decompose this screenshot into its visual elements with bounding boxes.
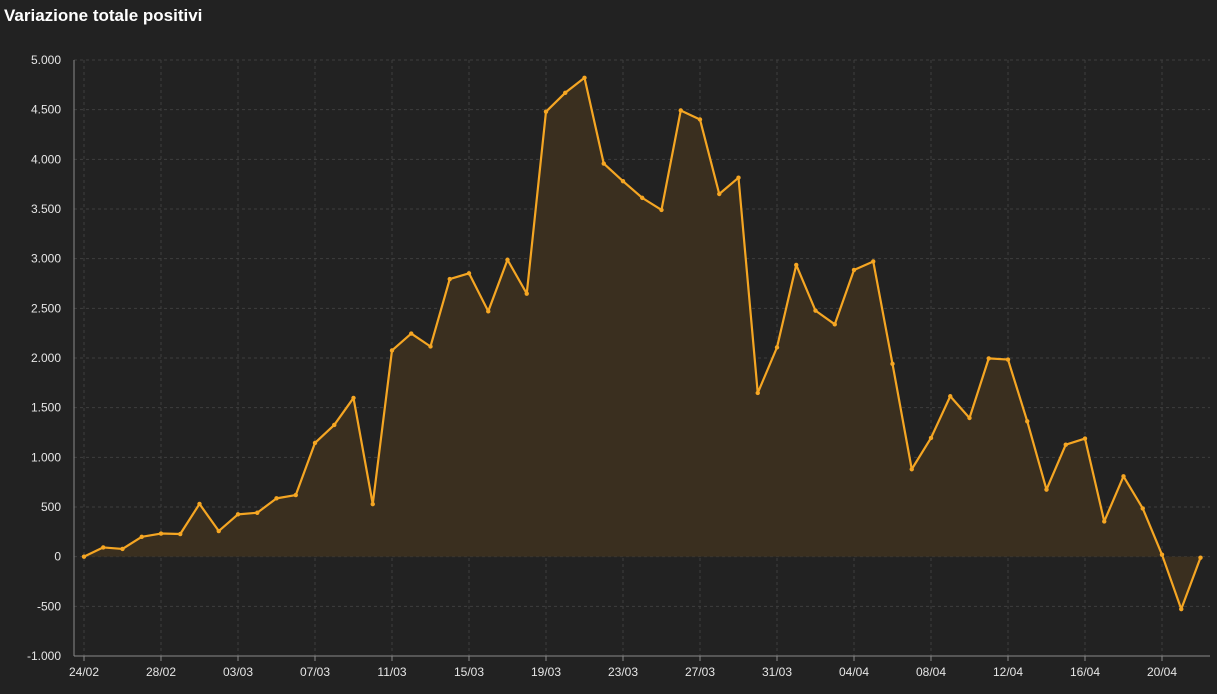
data-point: [1179, 606, 1184, 612]
y-tick-label: -1.000: [27, 649, 61, 663]
data-point: [678, 108, 683, 113]
y-tick-label: 1.500: [31, 401, 61, 415]
data-point: [1082, 436, 1088, 441]
data-point: [255, 510, 260, 515]
data-point: [389, 348, 395, 353]
y-tick-label: 2.000: [31, 351, 61, 365]
y-tick-label: 5.000: [31, 53, 61, 67]
data-point: [351, 395, 356, 401]
data-point: [1102, 519, 1107, 524]
data-point: [582, 75, 587, 80]
x-tick-label: 03/03: [223, 665, 253, 679]
x-tick-label: 23/03: [608, 665, 638, 679]
data-point: [486, 309, 491, 314]
y-tick-label: 4.500: [31, 103, 61, 117]
y-tick-label: 4.000: [31, 152, 61, 166]
data-point: [81, 554, 87, 559]
y-tick-label: 3.500: [31, 202, 61, 216]
data-point: [794, 262, 799, 268]
data-point: [851, 267, 857, 273]
data-point: [1121, 474, 1126, 479]
data-point: [139, 534, 144, 539]
x-tick-label: 28/02: [146, 665, 176, 679]
data-point: [1159, 552, 1165, 557]
data-point: [428, 344, 433, 349]
data-point: [736, 175, 741, 180]
y-tick-label: 1.000: [31, 450, 61, 464]
x-tick-label: 07/03: [300, 665, 330, 679]
x-tick-label: 31/03: [762, 665, 792, 679]
data-point: [505, 257, 510, 262]
data-point: [563, 90, 568, 95]
y-tick-label: -500: [37, 599, 61, 613]
x-tick-label: 15/03: [454, 665, 484, 679]
x-tick-labels: 24/02 28/02 03/03 07/03 11/03 15/03 19/03 23/03…: [69, 656, 1177, 679]
data-point: [312, 440, 318, 446]
data-point: [948, 394, 953, 399]
data-point: [601, 161, 606, 166]
data-points: [81, 75, 1203, 612]
data-point: [543, 109, 549, 114]
data-point: [909, 467, 914, 472]
data-point: [1198, 555, 1203, 560]
data-point: [447, 276, 452, 282]
y-tick-label: 3.000: [31, 252, 61, 266]
data-point: [101, 545, 106, 550]
data-point: [293, 492, 298, 498]
data-point: [774, 345, 780, 350]
x-tick-label: 04/04: [839, 665, 869, 679]
y-tick-label: 0: [54, 550, 61, 564]
data-point: [274, 496, 279, 501]
series-area: [84, 77, 1201, 610]
data-point: [1063, 442, 1068, 447]
y-tick-label: 2.500: [31, 301, 61, 315]
data-point: [871, 259, 876, 264]
data-point: [755, 390, 760, 396]
data-point: [620, 178, 626, 184]
data-point: [332, 422, 337, 428]
data-point: [1005, 357, 1011, 362]
data-point: [890, 361, 895, 367]
x-tick-label: 27/03: [685, 665, 715, 679]
x-tick-label: 08/04: [916, 665, 946, 679]
data-point: [967, 415, 972, 421]
data-point: [1140, 506, 1145, 511]
chart-title: Variazione totale positivi: [4, 6, 203, 25]
data-point: [178, 531, 183, 537]
data-point: [640, 195, 645, 201]
area-fill: [84, 77, 1201, 610]
data-point: [120, 546, 125, 552]
data-point: [832, 322, 837, 327]
x-tick-label: 24/02: [69, 665, 99, 679]
data-point: [409, 331, 414, 336]
x-tick-label: 16/04: [1070, 665, 1100, 679]
y-tick-label: 500: [41, 500, 61, 514]
data-point: [158, 531, 164, 536]
data-point: [1025, 419, 1030, 424]
axes: [73, 60, 1210, 657]
data-point: [717, 191, 722, 197]
data-point: [235, 512, 241, 517]
data-point: [216, 528, 221, 534]
y-tick-labels: -1.000 -500 0 500 1.000 1.500 2.000 2.500 3.000 3…: [27, 53, 61, 663]
data-point: [197, 501, 202, 507]
data-point: [659, 207, 664, 213]
data-point: [986, 356, 991, 361]
data-point: [1044, 487, 1049, 492]
data-point: [697, 117, 703, 122]
data-point: [466, 271, 472, 276]
data-point: [813, 308, 818, 313]
x-tick-label: 20/04: [1147, 665, 1177, 679]
x-tick-label: 19/03: [531, 665, 561, 679]
x-tick-label: 12/04: [993, 665, 1023, 679]
data-point: [524, 291, 529, 296]
data-point: [928, 435, 934, 441]
data-point: [370, 501, 375, 507]
x-tick-label: 11/03: [377, 665, 406, 679]
